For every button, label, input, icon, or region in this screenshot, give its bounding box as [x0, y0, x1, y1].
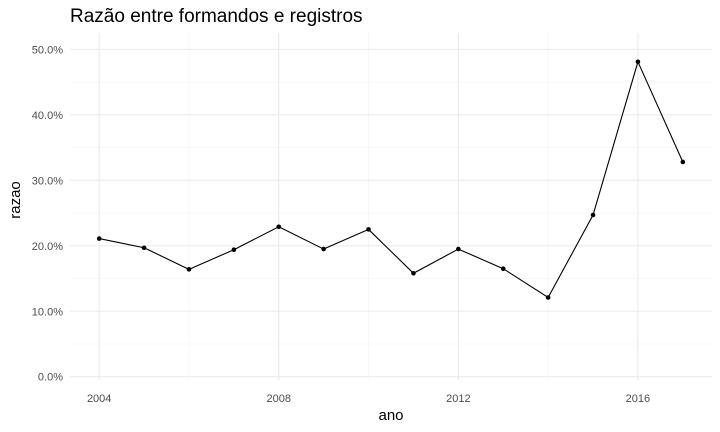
chart-title: Razão entre formandos e registros [70, 6, 363, 27]
y-tick-label: 40.0% [32, 110, 63, 122]
data-point [635, 59, 641, 65]
x-tick-label: 2012 [446, 393, 470, 405]
data-point [321, 246, 326, 252]
y-tick-label: 0.0% [38, 372, 63, 384]
series-line [99, 60, 684, 299]
x-tick-label: 2016 [626, 393, 650, 405]
x-axis-tick-labels: 2004 2008 2012 2016 [87, 393, 650, 405]
y-axis-title: razao [7, 181, 24, 219]
y-axis-tick-labels: 0.0% 10.0% 20.0% 30.0% 40.0% 50.0% [32, 44, 63, 383]
data-point [186, 267, 192, 272]
y-tick-label: 50.0% [32, 44, 63, 56]
minor-gridlines [70, 33, 712, 380]
x-axis-title: ano [378, 407, 403, 424]
data-point [456, 246, 461, 252]
y-tick-label: 30.0% [32, 175, 63, 187]
major-gridlines [70, 33, 712, 380]
data-point [141, 245, 147, 251]
data-point [500, 266, 506, 271]
data-point [366, 227, 371, 232]
data-point [411, 270, 416, 276]
data-point [231, 247, 237, 253]
x-tick-label: 2004 [87, 393, 111, 405]
data-point [545, 295, 551, 300]
y-tick-label: 20.0% [32, 241, 63, 253]
y-tick-label: 10.0% [32, 306, 63, 318]
data-point [680, 159, 686, 165]
data-point [276, 224, 282, 230]
x-tick-label: 2008 [267, 393, 291, 405]
data-point [96, 236, 102, 241]
series-razao [96, 59, 686, 300]
data-point [590, 212, 596, 218]
